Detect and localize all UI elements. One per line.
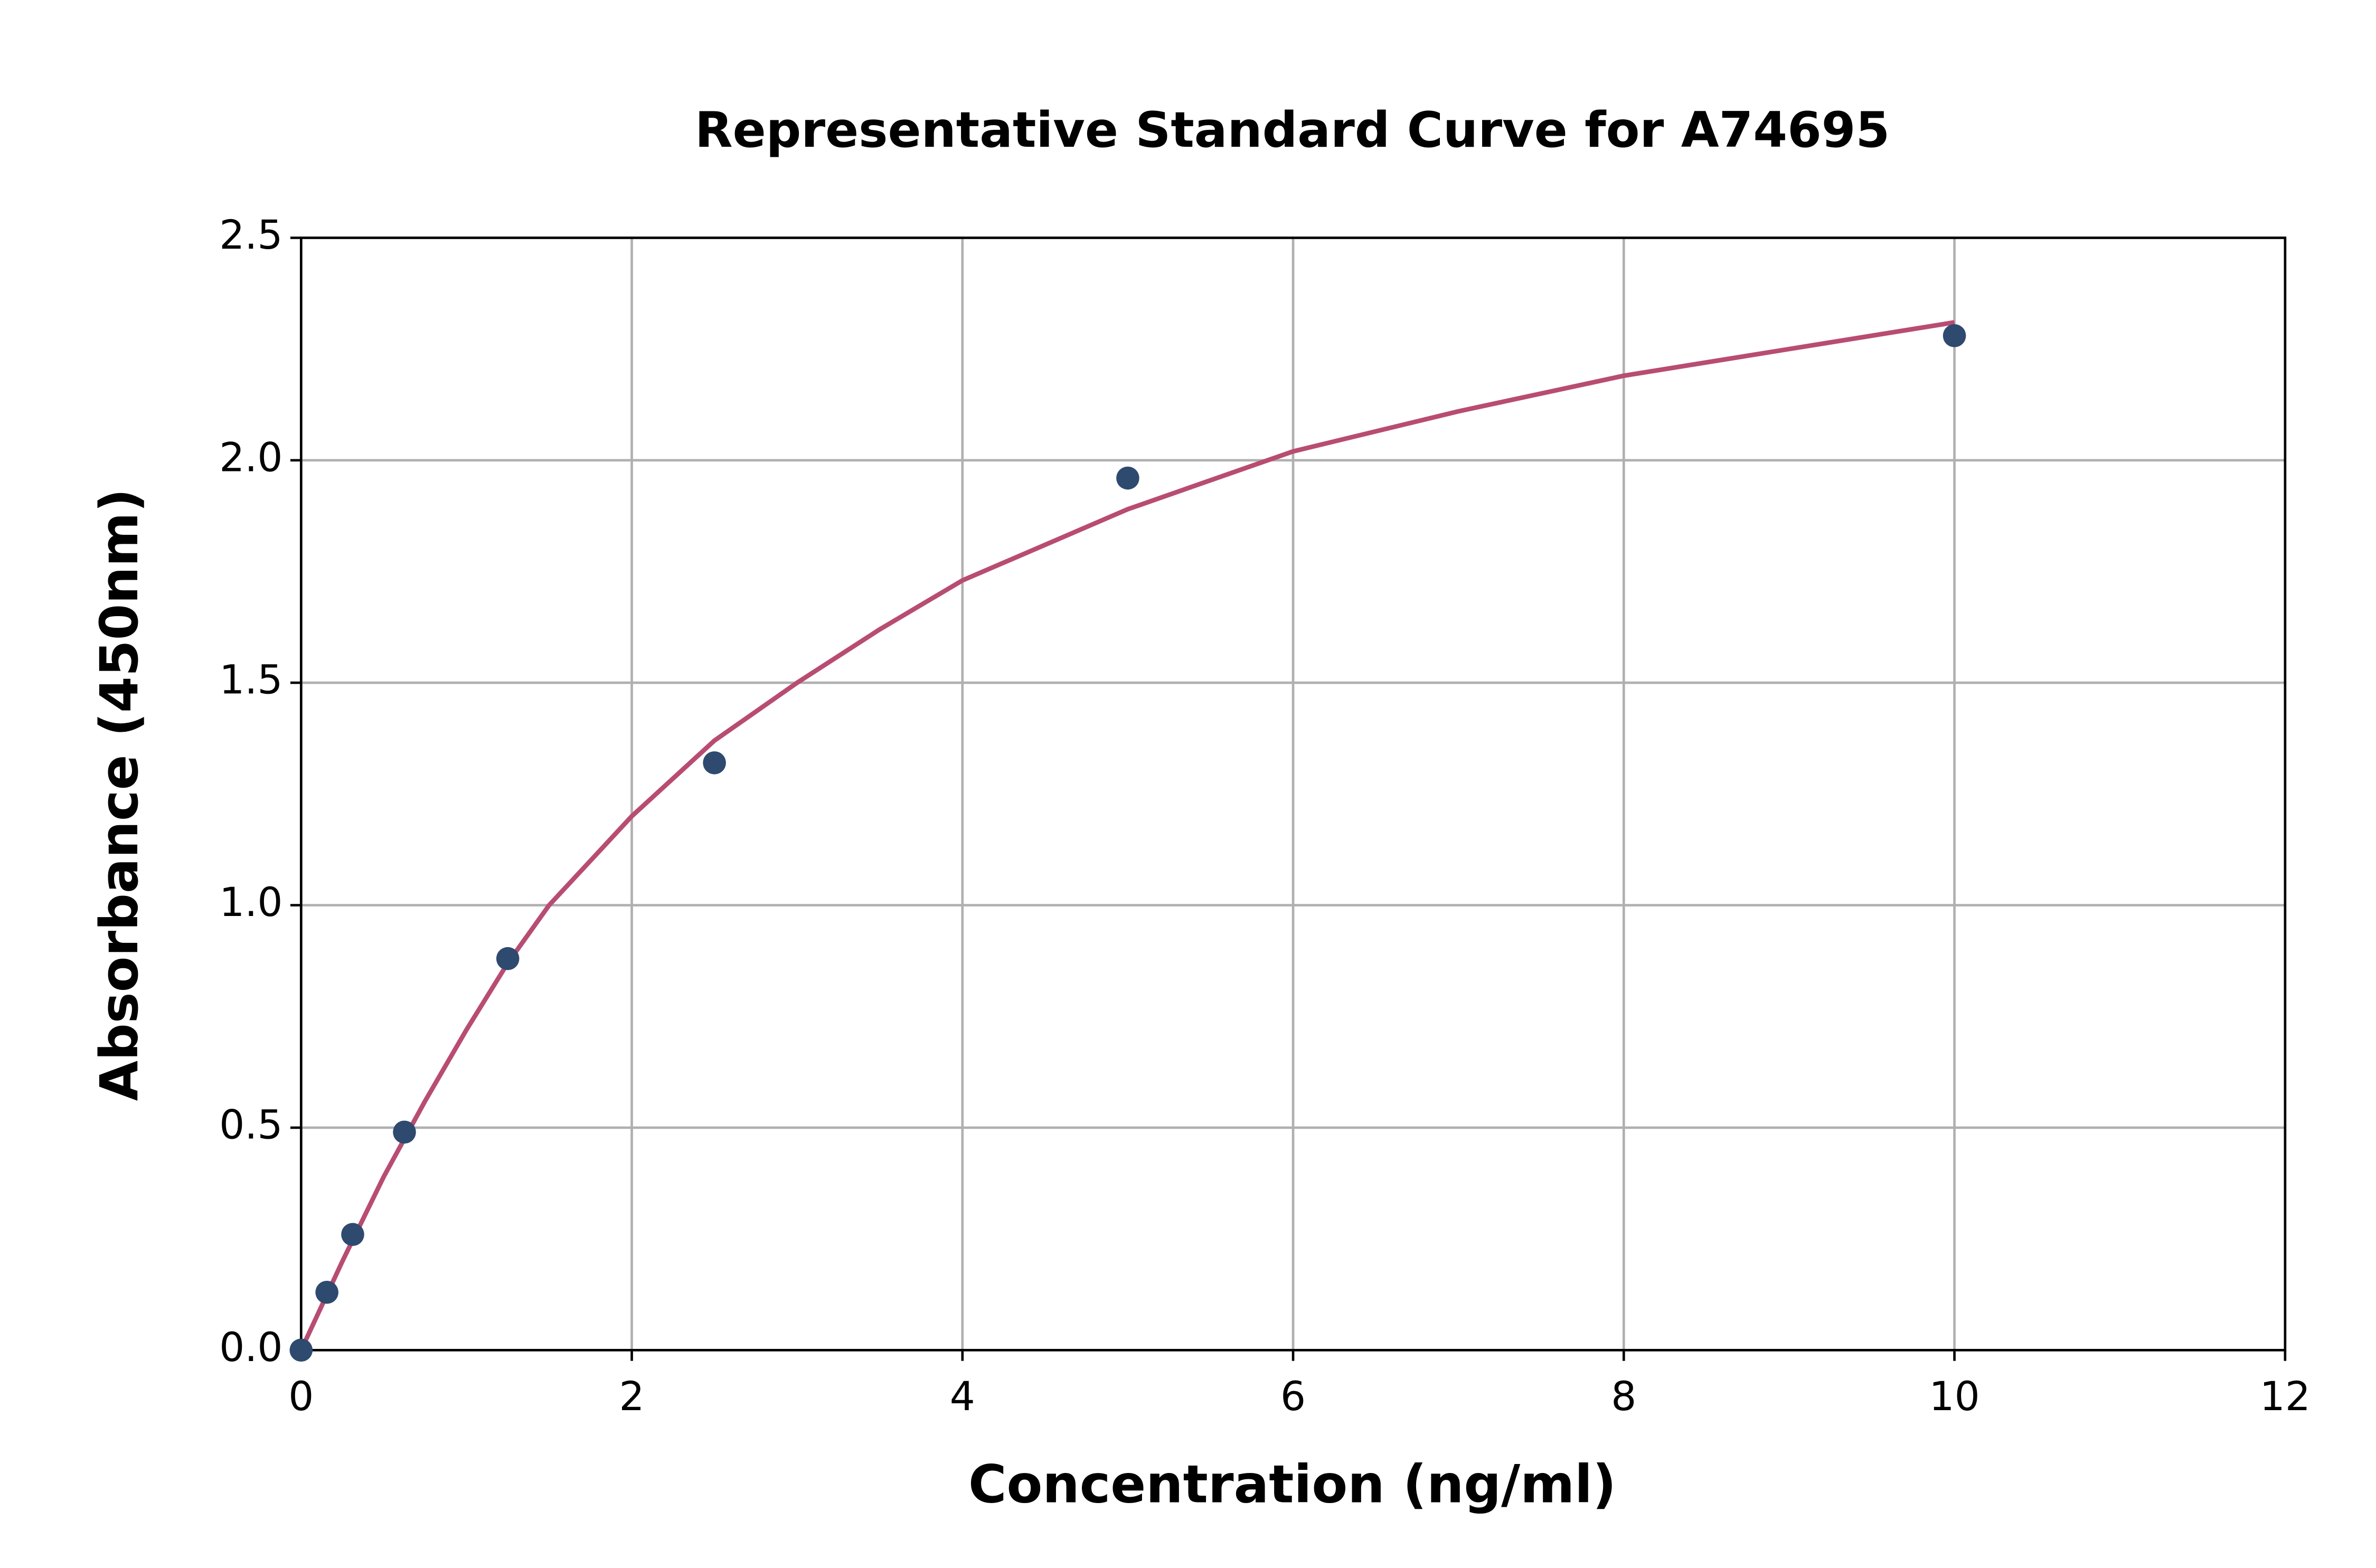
plot-frame xyxy=(299,237,2287,1352)
x-tick-label: 2 xyxy=(619,1373,645,1420)
data-point xyxy=(341,1223,364,1246)
y-tick-label: 2.0 xyxy=(219,434,282,480)
x-tick-label: 8 xyxy=(1611,1373,1636,1420)
data-point xyxy=(393,1120,416,1144)
data-point xyxy=(496,947,520,970)
x-axis-label: Concentration (ng/ml) xyxy=(968,1454,1616,1515)
y-tick-label: 1.5 xyxy=(219,657,282,703)
data-point xyxy=(289,1338,313,1362)
y-tick-label: 2.5 xyxy=(219,212,282,258)
y-tick-label: 0.0 xyxy=(219,1324,282,1371)
data-point xyxy=(703,751,726,774)
y-tick-label: 1.0 xyxy=(219,879,282,925)
fit-curve xyxy=(299,320,1955,1352)
data-point xyxy=(1116,466,1139,490)
x-tick-label: 6 xyxy=(1280,1373,1306,1420)
data-point xyxy=(315,1280,338,1304)
data-point xyxy=(1943,324,1966,347)
x-tick-label: 0 xyxy=(288,1373,314,1420)
chart-title: Representative Standard Curve for A74695 xyxy=(695,101,1890,158)
x-tick-label: 4 xyxy=(950,1373,975,1420)
y-axis-label: Absorbance (450nm) xyxy=(89,488,150,1101)
x-tick-label: 12 xyxy=(2260,1373,2311,1420)
x-tick-label: 10 xyxy=(1929,1373,1980,1420)
y-tick-label: 0.5 xyxy=(219,1101,282,1148)
